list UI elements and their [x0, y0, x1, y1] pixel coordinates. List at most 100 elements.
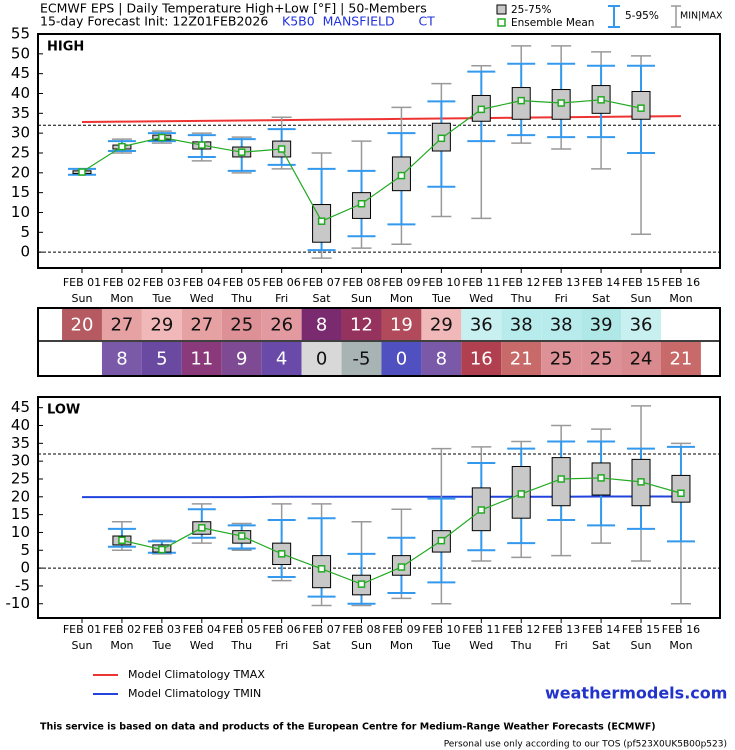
table-value: 9 — [236, 349, 247, 370]
footer-note: This service is based on data and produc… — [40, 722, 656, 733]
weekday-label: Sat — [592, 639, 611, 652]
table-value: 25 — [230, 315, 253, 336]
y-tick-label: 20 — [11, 487, 30, 505]
table-cell — [461, 309, 502, 340]
y-tick-label: 45 — [11, 398, 30, 416]
weekday-label: Wed — [190, 292, 214, 305]
x-tick-label: FEB 05 — [223, 276, 261, 289]
x-tick-label: FEB 13 — [542, 276, 580, 289]
y-tick-label: 15 — [11, 505, 30, 523]
table-value: 5 — [156, 349, 167, 370]
weekday-label: Sun — [72, 292, 93, 305]
mean-marker — [118, 536, 126, 545]
table-value: 21 — [510, 349, 533, 370]
y-tick-label: 25 — [11, 143, 30, 161]
table-cell — [62, 309, 102, 340]
table-value: 11 — [190, 349, 213, 370]
weekday-label: Mon — [390, 292, 413, 305]
x-tick-label: FEB 06 — [262, 623, 300, 636]
y-tick-label: -10 — [6, 594, 31, 612]
x-tick-label: FEB 11 — [462, 623, 500, 636]
mean-marker — [677, 489, 685, 497]
table-cell — [541, 309, 582, 340]
table-value: 19 — [390, 315, 413, 336]
x-tick-label: FEB 02 — [103, 623, 141, 636]
x-tick-label: FEB 07 — [302, 276, 340, 289]
climatology-line — [81, 115, 681, 124]
x-tick-label: FEB 01 — [63, 276, 101, 289]
x-tick-label: FEB 14 — [582, 276, 620, 289]
weekday-label: Fri — [555, 639, 568, 652]
x-tick-label: FEB 02 — [103, 276, 141, 289]
mean-marker — [637, 104, 645, 112]
table-value: 26 — [270, 315, 293, 336]
mean-marker — [597, 96, 605, 104]
table-cell — [301, 309, 342, 340]
x-tick-label: FEB 08 — [342, 276, 380, 289]
y-tick-label: 30 — [11, 452, 30, 470]
weekday-label: Tue — [431, 292, 451, 305]
table-value: 25 — [590, 349, 613, 370]
table-cell — [101, 342, 142, 375]
plot-frame — [37, 396, 721, 619]
weekday-label: Wed — [190, 639, 214, 652]
weekday-label: Fri — [555, 292, 568, 305]
mean-marker — [237, 532, 246, 540]
mean-marker — [198, 524, 206, 532]
box — [671, 474, 691, 503]
y-tick-label: 40 — [11, 84, 30, 102]
x-tick-label: FEB 15 — [622, 276, 660, 289]
table-cell — [581, 309, 622, 340]
weekday-label: Tue — [151, 639, 171, 652]
table-cell — [621, 309, 661, 340]
weekday-label: Mon — [110, 292, 133, 305]
x-tick-label: FEB 12 — [502, 276, 540, 289]
panel-title: HIGH — [47, 40, 84, 55]
table-cell — [660, 342, 701, 375]
y-tick-label: 50 — [11, 44, 30, 62]
mean-marker — [437, 536, 446, 545]
weekday-label: Wed — [469, 292, 493, 305]
x-tick-label: FEB 04 — [183, 623, 221, 636]
x-tick-label: FEB 01 — [63, 623, 101, 636]
footer-tos: Personal use only according to our TOS (… — [444, 740, 727, 750]
table-cell — [501, 309, 542, 340]
table-value: 0 — [316, 349, 327, 370]
table-value: 29 — [150, 315, 173, 336]
weekday-label: Thu — [510, 639, 532, 652]
table-value: 8 — [316, 315, 327, 336]
weekday-label: Sat — [313, 292, 332, 305]
x-tick-label: FEB 07 — [302, 623, 340, 636]
table-cell — [341, 309, 382, 340]
table-value: -5 — [353, 349, 371, 370]
site: weathermodels.com — [545, 684, 727, 703]
mean-marker — [597, 474, 605, 482]
weekday-label: Mon — [110, 639, 133, 652]
y-tick-label: 15 — [11, 183, 30, 201]
mean-marker — [557, 475, 565, 483]
table-cell — [141, 309, 182, 340]
mean-marker — [317, 217, 326, 225]
weekday-label: Fri — [275, 292, 288, 305]
legend-box: 25-75% — [511, 4, 552, 16]
legend-whisker-icon — [608, 5, 620, 28]
x-tick-label: FEB 09 — [382, 276, 420, 289]
table-value: 20 — [71, 315, 94, 336]
table-cell — [621, 342, 661, 375]
table-value: 39 — [590, 315, 613, 336]
x-tick-label: FEB 10 — [422, 623, 460, 636]
table-value: 16 — [470, 349, 493, 370]
table-cell — [261, 342, 302, 375]
y-tick-label: 10 — [11, 203, 30, 221]
table-cell — [181, 342, 222, 375]
table-cell — [341, 342, 382, 375]
title: ECMWF EPS | Daily Temperature High+Low [… — [40, 1, 427, 16]
table-cell — [421, 309, 462, 340]
table-value: 0 — [396, 349, 407, 370]
table-value: 25 — [550, 349, 573, 370]
table-value: 38 — [550, 315, 573, 336]
table-cell — [381, 309, 422, 340]
mean-marker — [237, 148, 246, 156]
